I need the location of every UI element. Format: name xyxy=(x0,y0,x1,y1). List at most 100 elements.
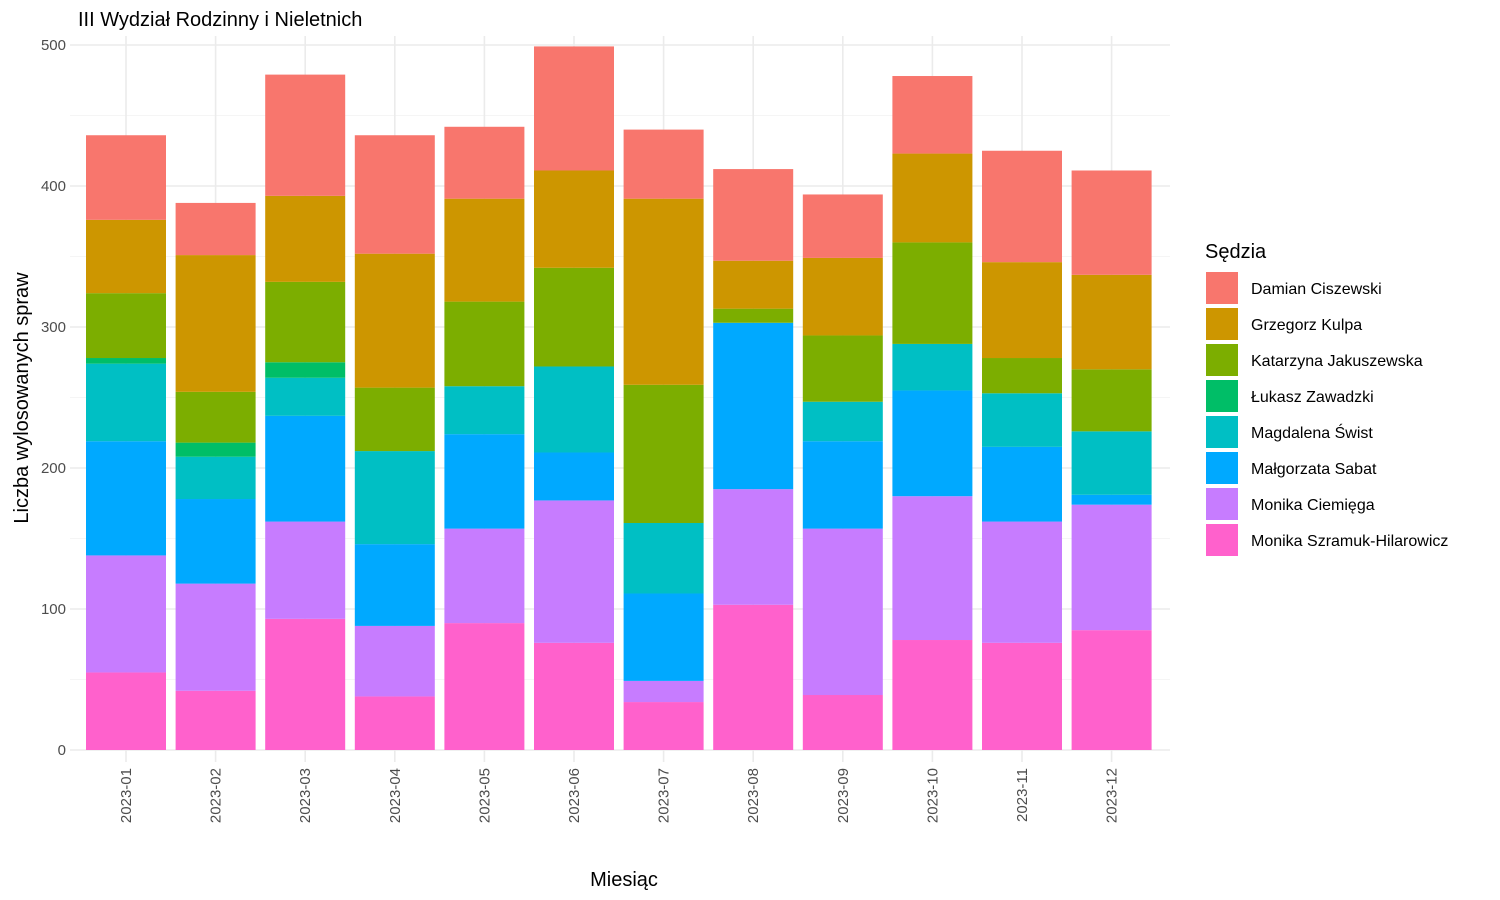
bar-2023-09-series-2 xyxy=(802,335,883,402)
x-tick-label-10: 2023-11 xyxy=(1014,768,1031,822)
y-tick-label-1: 100 xyxy=(41,601,66,618)
x-tick-label-7: 2023-08 xyxy=(745,768,762,823)
bar-2023-12-series-0 xyxy=(1071,170,1152,275)
legend-label-4: Magdalena Świst xyxy=(1251,423,1373,442)
bar-2023-02-series-0 xyxy=(175,202,256,256)
bar-2023-07-series-2 xyxy=(623,384,704,523)
legend-label-0: Damian Ciszewski xyxy=(1251,281,1382,298)
legend-swatch-3 xyxy=(1206,380,1238,412)
x-tick-label-1: 2023-02 xyxy=(208,768,225,823)
bar-2023-04-series-4 xyxy=(354,451,435,545)
x-tick-label-5: 2023-06 xyxy=(566,768,583,823)
legend-label-2: Katarzyna Jakuszewska xyxy=(1251,353,1423,370)
bar-2023-11-series-0 xyxy=(982,150,1062,263)
bar-2023-09-series-6 xyxy=(802,528,883,696)
bar-2023-10-series-6 xyxy=(892,496,973,641)
legend-swatch-5 xyxy=(1206,452,1238,484)
bar-2023-01-series-5 xyxy=(86,441,166,556)
bar-2023-02-series-1 xyxy=(175,255,256,392)
legend-label-1: Grzegorz Kulpa xyxy=(1251,317,1362,334)
legend-swatch-7 xyxy=(1206,524,1238,556)
bar-2023-02-series-3 xyxy=(175,442,256,457)
legend-swatch-1 xyxy=(1206,308,1238,340)
bar-2023-12-series-7 xyxy=(1071,630,1152,750)
bar-2023-07-series-5 xyxy=(623,593,704,681)
bar-2023-11-series-7 xyxy=(982,642,1062,750)
y-axis-ticks: 0 100 200 300 400 500 xyxy=(41,37,66,759)
bar-2023-03-series-1 xyxy=(265,195,346,282)
bar-2023-01-series-4 xyxy=(86,363,166,442)
bar-2023-01-series-0 xyxy=(86,135,166,220)
legend-label-7: Monika Szramuk-Hilarowicz xyxy=(1251,533,1448,550)
bar-2023-09-series-0 xyxy=(802,194,883,258)
bar-2023-05-series-5 xyxy=(444,434,525,529)
bar-2023-06-series-6 xyxy=(534,500,614,643)
legend: Sędzia Damian Ciszewski Grzegorz Kulpa Kat… xyxy=(1205,241,1448,556)
bar-2023-06-series-2 xyxy=(534,267,614,367)
bar-2023-01-series-7 xyxy=(86,672,166,750)
legend-swatch-2 xyxy=(1206,344,1238,376)
bar-2023-06-series-5 xyxy=(534,452,614,501)
bar-2023-03-series-2 xyxy=(265,281,346,363)
bar-2023-02-series-7 xyxy=(175,690,256,750)
legend-label-5: Małgorzata Sabat xyxy=(1251,461,1377,478)
bar-2023-08-series-6 xyxy=(713,489,794,605)
bar-2023-04-series-2 xyxy=(354,387,435,452)
bar-2023-07-series-7 xyxy=(623,702,704,750)
bar-2023-02-series-2 xyxy=(175,391,256,443)
bar-2023-05-series-7 xyxy=(444,623,525,750)
legend-swatch-0 xyxy=(1206,272,1238,304)
bar-2023-12-series-4 xyxy=(1071,431,1152,495)
x-tick-label-3: 2023-04 xyxy=(387,768,404,823)
x-tick-label-0: 2023-01 xyxy=(118,768,135,823)
legend-label-6: Monika Ciemięga xyxy=(1251,497,1375,514)
bar-2023-07-series-4 xyxy=(623,522,704,594)
bar-2023-11-series-6 xyxy=(982,521,1062,643)
bar-2023-06-series-1 xyxy=(534,170,614,268)
bar-2023-09-series-4 xyxy=(802,401,883,442)
bar-2023-12-series-2 xyxy=(1071,369,1152,432)
bar-2023-06-series-4 xyxy=(534,366,614,453)
bar-2023-01-series-3 xyxy=(86,358,166,364)
y-tick-label-5: 500 xyxy=(41,37,66,54)
bar-2023-04-series-5 xyxy=(354,544,435,626)
x-tick-label-8: 2023-09 xyxy=(835,768,852,823)
bar-2023-10-series-5 xyxy=(892,390,973,497)
bar-2023-05-series-4 xyxy=(444,386,525,435)
bar-2023-12-series-6 xyxy=(1071,504,1152,631)
bar-2023-12-series-1 xyxy=(1071,274,1152,370)
bar-2023-03-series-4 xyxy=(265,377,346,416)
bar-2023-08-series-2 xyxy=(713,308,794,323)
bar-2023-03-series-3 xyxy=(265,362,346,378)
bar-2023-05-series-2 xyxy=(444,301,525,387)
bar-2023-04-series-0 xyxy=(354,135,435,254)
bar-2023-11-series-2 xyxy=(982,358,1062,394)
bar-2023-08-series-1 xyxy=(713,260,794,309)
bar-2023-01-series-6 xyxy=(86,555,166,673)
bar-2023-06-series-0 xyxy=(534,46,614,171)
bar-2023-10-series-2 xyxy=(892,242,973,344)
bar-2023-05-series-0 xyxy=(444,126,525,199)
chart-title: III Wydział Rodzinny i Nieletnich xyxy=(78,9,362,31)
legend-label-3: Łukasz Zawadzki xyxy=(1251,389,1374,406)
bar-2023-05-series-6 xyxy=(444,528,525,624)
bar-2023-10-series-4 xyxy=(892,343,973,391)
x-tick-label-4: 2023-05 xyxy=(476,768,493,823)
bar-2023-10-series-0 xyxy=(892,76,973,154)
bar-2023-07-series-6 xyxy=(623,680,704,703)
bar-2023-04-series-6 xyxy=(354,625,435,697)
bar-2023-07-series-0 xyxy=(623,129,704,199)
bar-2023-09-series-7 xyxy=(802,695,883,750)
y-tick-label-3: 300 xyxy=(41,319,66,336)
bar-2023-03-series-0 xyxy=(265,74,346,196)
bar-2023-09-series-5 xyxy=(802,441,883,529)
bar-2023-04-series-1 xyxy=(354,253,435,388)
legend-title: Sędzia xyxy=(1205,241,1267,263)
x-axis-ticks: 2023-01 2023-02 2023-03 2023-04 2023-05 2023-… xyxy=(118,768,1121,823)
bar-2023-01-series-2 xyxy=(86,293,166,359)
x-tick-label-6: 2023-07 xyxy=(656,768,673,823)
y-tick-label-0: 0 xyxy=(58,742,66,759)
bar-2023-07-series-1 xyxy=(623,198,704,385)
bar-2023-02-series-5 xyxy=(175,499,256,584)
